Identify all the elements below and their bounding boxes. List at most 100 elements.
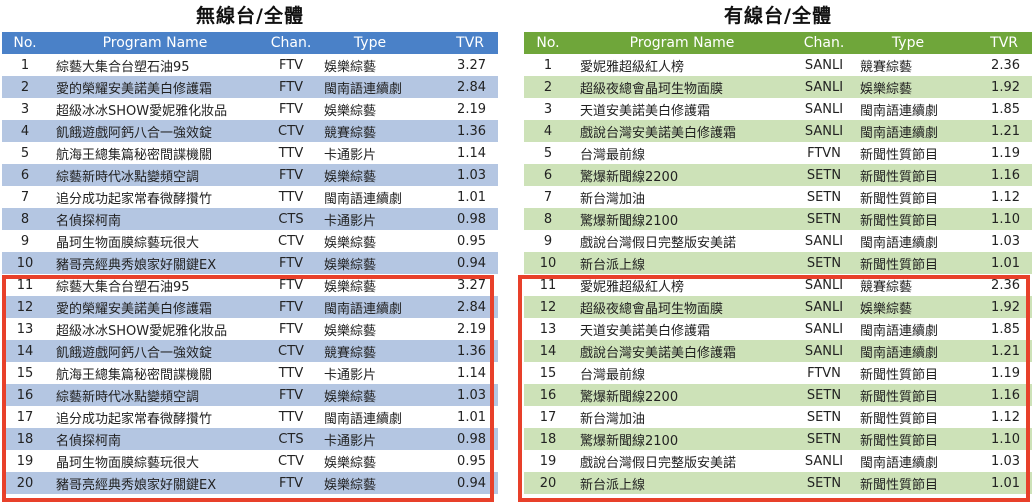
program-name-cell: 戲說台灣假日完整版安美諾 [580,235,737,251]
rank-cell: 1 [20,57,30,73]
channel-cell: TTV [278,409,304,425]
header-tvr: TVR [960,32,1032,54]
type-cell: 新聞性質節目 [856,208,960,230]
table-row: 3 超級冰冰SHOW愛妮雅化妝品 FTV 娛樂綜藝 2.19 [2,98,498,120]
program-name-cell: 航海王總集篇秘密間諜機關 [56,147,213,163]
table-row: 7 新台灣加油 SETN 新聞性質節目 1.12 [524,186,1032,208]
table-row: 18 名偵探柯南 CTS 卡通影片 0.98 [2,428,498,450]
type-cell: 競賽綜藝 [320,120,420,142]
rank-cell: 4 [2,120,48,142]
type-cell: 新聞性質節目 [860,191,939,207]
type-cell: 閩南語連續劇 [860,235,939,251]
type-cell: 閩南語連續劇 [320,296,420,318]
channel-cell: FTV [262,472,320,494]
rank-cell: 7 [20,189,30,205]
program-name-cell: 綜藝大集合台塑石油95 [56,279,190,295]
tvr-cell: 1.21 [960,340,1032,362]
tvr-cell: 1.21 [960,120,1032,142]
channel-cell: SETN [806,189,842,205]
tvr-cell: 1.03 [420,164,498,186]
rank-cell: 17 [539,409,557,425]
program-name-cell: 新台灣加油 [580,411,646,427]
type-cell: 娛樂綜藝 [320,384,420,406]
channel-cell: SANLI [804,277,844,293]
table-row: 13 超級冰冰SHOW愛妮雅化妝品 FTV 娛樂綜藝 2.19 [2,318,498,340]
channel-cell: FTV [262,384,320,406]
channel-cell: SETN [806,409,842,425]
table-row: 10 新台派上線 SETN 新聞性質節目 1.01 [524,252,1032,274]
rank-cell: 13 [16,321,34,337]
type-cell: 娛樂綜藝 [324,103,377,119]
rank-cell: 10 [524,252,572,274]
rank-cell: 8 [2,208,48,230]
rank-cell: 12 [524,296,572,318]
tvr-cell: 1.10 [960,428,1032,450]
program-name-cell: 名偵探柯南 [48,428,262,450]
tvr-cell: 0.98 [420,428,498,450]
terrestrial-panel: 無線台/全體 No. Program Name Chan. Type TVR 1… [2,0,498,494]
tvr-cell: 3.27 [457,277,486,293]
table-row: 16 驚爆新聞線2200 SETN 新聞性質節目 1.16 [524,384,1032,406]
type-cell: 娛樂綜藝 [324,279,377,295]
program-name-cell: 追分成功起家常春微酵攢竹 [56,411,213,427]
tvr-cell: 0.98 [420,208,498,230]
tvr-cell: 0.95 [457,453,486,469]
rank-cell: 3 [543,101,553,117]
table-row: 18 驚爆新聞線2100 SETN 新聞性質節目 1.10 [524,428,1032,450]
table-row: 14 戲說台灣安美諾美白修護霜 SANLI 閩南語連續劇 1.21 [524,340,1032,362]
program-name-cell: 戲說台灣安美諾美白修護霜 [572,120,792,142]
rank-cell: 14 [2,340,48,362]
rank-cell: 19 [539,453,557,469]
tvr-cell: 1.92 [960,296,1032,318]
program-name-cell: 飢餓遊戲阿鈣八合一強效錠 [48,340,262,362]
table-row: 13 天道安美諾美白修護霜 SANLI 閩南語連續劇 1.85 [524,318,1032,340]
tvr-cell: 0.94 [420,472,498,494]
rank-cell: 13 [539,321,557,337]
table-header-row: No. Program Name Chan. Type TVR [2,32,498,54]
channel-cell: TTV [278,365,304,381]
program-name-cell: 晶珂生物面膜綜藝玩很大 [56,455,200,471]
rank-cell: 15 [16,365,34,381]
type-cell: 娛樂綜藝 [324,59,377,75]
channel-cell: SANLI [804,233,844,249]
cable-panel: 有線台/全體 No. Program Name Chan. Type TVR 1… [524,0,1032,494]
program-name-cell: 天道安美諾美白修護霜 [580,323,711,339]
rank-cell: 15 [539,365,557,381]
header-tvr: TVR [420,32,498,54]
table-row: 9 戲說台灣假日完整版安美諾 SANLI 閩南語連續劇 1.03 [524,230,1032,252]
rank-cell: 14 [524,340,572,362]
table-row: 4 飢餓遊戲阿鈣八合一強效錠 CTV 競賽綜藝 1.36 [2,120,498,142]
channel-cell: SETN [792,472,856,494]
table-row: 16 綜藝新時代冰點變頻空調 FTV 娛樂綜藝 1.03 [2,384,498,406]
rank-cell: 5 [543,145,553,161]
type-cell: 競賽綜藝 [320,340,420,362]
channel-cell: FTVN [807,145,841,161]
type-cell: 娛樂綜藝 [320,164,420,186]
rank-cell: 16 [524,384,572,406]
table-row: 15 航海王總集篇秘密間諜機關 TTV 卡通影片 1.14 [2,362,498,384]
program-name-cell: 天道安美諾美白修護霜 [580,103,711,119]
rank-cell: 18 [2,428,48,450]
tvr-cell: 1.10 [960,208,1032,230]
program-name-cell: 驚爆新聞線2200 [572,384,792,406]
channel-cell: SETN [792,384,856,406]
type-cell: 競賽綜藝 [860,279,913,295]
table-row: 6 驚爆新聞線2200 SETN 新聞性質節目 1.16 [524,164,1032,186]
rank-cell: 1 [543,57,553,73]
type-cell: 閩南語連續劇 [860,103,939,119]
program-name-cell: 超級冰冰SHOW愛妮雅化妝品 [56,323,228,339]
program-name-cell: 戲說台灣安美諾美白修護霜 [572,340,792,362]
type-cell: 閩南語連續劇 [320,76,420,98]
terrestrial-table: No. Program Name Chan. Type TVR 1 綜藝大集合台塑… [2,32,498,494]
type-cell: 娛樂綜藝 [324,235,377,251]
rank-cell: 4 [524,120,572,142]
rank-cell: 19 [16,453,34,469]
rank-cell: 8 [524,208,572,230]
channel-cell: SANLI [804,101,844,117]
program-name-cell: 航海王總集篇秘密間諜機關 [56,367,213,383]
channel-cell: CTS [262,208,320,230]
table-row: 3 天道安美諾美白修護霜 SANLI 閩南語連續劇 1.85 [524,98,1032,120]
table-row: 5 台灣最前線 FTVN 新聞性質節目 1.19 [524,142,1032,164]
program-name-cell: 台灣最前線 [580,367,646,383]
tvr-cell: 0.94 [420,252,498,274]
